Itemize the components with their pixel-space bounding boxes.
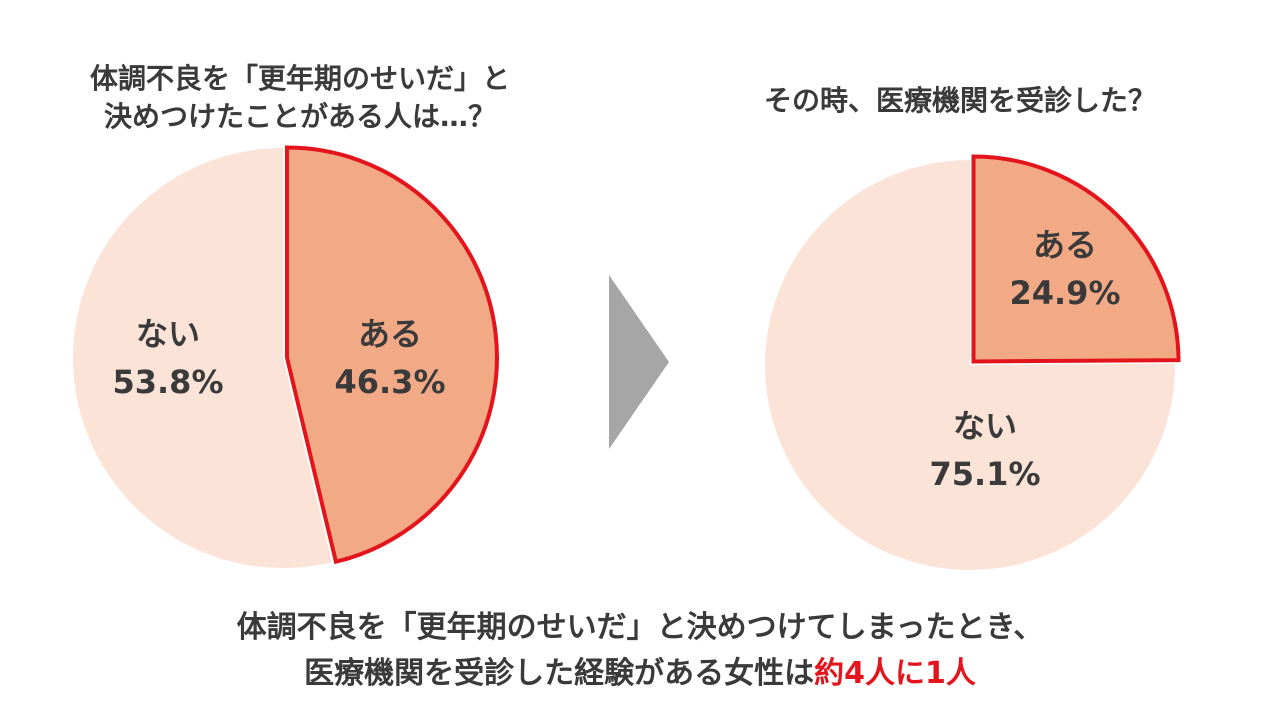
left-chart-title-line-2: 決めつけたことがある人は…？ [103, 100, 496, 133]
charts-canvas: ある 46.3% ない 53.8% ある 24.9% ない 75.1% [73, 145, 1181, 570]
pie-slice-nai-right [764, 160, 1175, 570]
summary-caption-line-1: 体調不良を「更年期のせいだ」と決めつけてしまったとき、 [236, 610, 1044, 645]
chevron-right-icon [609, 275, 669, 449]
right-pie-chart: ある 24.9% ない 75.1% [764, 154, 1181, 570]
pie-slice-nai-left [73, 148, 332, 568]
summary-caption-highlight: 約4人に1人 [814, 656, 976, 691]
left-pie-chart: ある 46.3% ない 53.8% [73, 145, 499, 568]
slice-name-aru-left: ある [358, 315, 422, 353]
slice-value-aru-left: 46.3% [334, 363, 445, 401]
left-chart-title-line-1: 体調不良を「更年期のせいだ」と [89, 62, 510, 95]
slice-name-nai-right: ない [953, 407, 1017, 445]
right-chart-title: その時、医療機関を受診した？ [680, 82, 1240, 120]
slice-value-aru-right: 24.9% [1009, 274, 1120, 312]
pie-slice-aru-right [971, 154, 1181, 364]
pie-slice-aru-left [284, 145, 499, 565]
left-chart-title: 体調不良を「更年期のせいだ」と 決めつけたことがある人は…？ [20, 60, 580, 136]
right-chart-title-line-1: その時、医療機関を受診した？ [763, 84, 1156, 117]
slice-name-nai-left: ない [136, 315, 200, 353]
slice-value-nai-right: 75.1% [929, 455, 1040, 493]
summary-caption-prefix: 医療機関を受診した経験がある女性は [304, 656, 815, 691]
slice-value-nai-left: 53.8% [112, 363, 223, 401]
summary-caption-line-2: 医療機関を受診した経験がある女性は約4人に1人 [0, 651, 1280, 697]
slice-name-aru-right: ある [1033, 226, 1097, 264]
